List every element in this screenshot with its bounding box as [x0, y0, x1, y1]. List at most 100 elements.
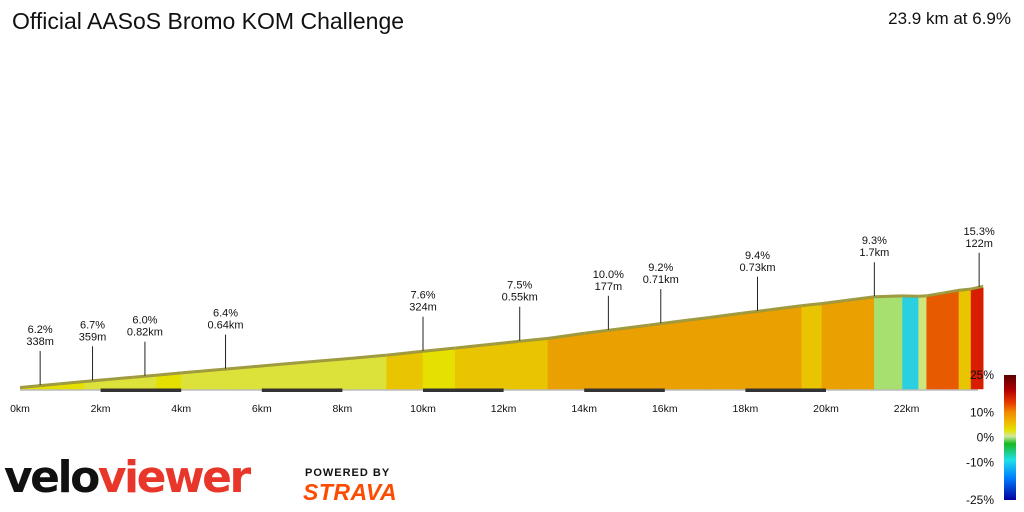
- profile-segment-edge: [157, 371, 182, 377]
- x-axis-ticks: 0km 2km 4km 6km 8km 10km 12km 14km 16km 18km 20km 2…: [10, 388, 920, 415]
- profile-segment: [676, 318, 710, 390]
- profile-segment: [454, 345, 488, 390]
- x-axis-band: [584, 388, 665, 392]
- profile-segment-edge: [676, 316, 710, 323]
- annotation-gradient: 6.4%: [213, 308, 238, 320]
- profile-segment: [942, 291, 960, 390]
- profile-segment-edge: [801, 302, 822, 308]
- x-axis-band: [423, 388, 504, 392]
- x-axis-band: [261, 388, 343, 392]
- profile-annotations: 6.2%338m 6.7%359m 6.0%0.82km 6.4%0.64km 7.6%…: [26, 226, 995, 386]
- profile-segment-edge: [310, 356, 351, 364]
- annotation-gradient: 15.3%: [964, 226, 995, 238]
- profile-segment-edge: [455, 343, 488, 350]
- annotation-length: 0.82km: [127, 327, 163, 339]
- profile-segment: [156, 374, 182, 390]
- profile-segment-edge: [741, 308, 770, 315]
- profile-segment-edge: [281, 360, 311, 366]
- profile-segment-edge: [181, 366, 234, 375]
- profile-segment: [801, 304, 823, 390]
- profile-segment-edge: [846, 295, 875, 302]
- profile-segment: [583, 330, 617, 390]
- profile-segment: [821, 301, 847, 390]
- annotation-gradient: 7.6%: [410, 290, 435, 302]
- x-tick-label: 8km: [332, 403, 352, 415]
- x-tick-label: 16km: [652, 403, 678, 415]
- x-tick-label: 20km: [813, 403, 839, 415]
- profile-segment-edge: [648, 319, 677, 327]
- annotation-length: 338m: [26, 336, 54, 348]
- profile-segment: [422, 349, 456, 390]
- annotation-gradient: 7.5%: [507, 280, 532, 292]
- powered-by-label: POWERED BY: [305, 467, 391, 479]
- annotation-length: 0.71km: [643, 274, 679, 286]
- x-tick-label: 0km: [10, 403, 30, 415]
- annotation-gradient: 9.3%: [862, 235, 887, 247]
- x-tick-label: 10km: [410, 403, 436, 415]
- color-scale-label: 0%: [977, 431, 995, 445]
- profile-segment: [648, 322, 678, 390]
- profile-segment: [708, 314, 742, 390]
- profile-segment-edge: [40, 382, 61, 388]
- profile-segment-edge: [487, 339, 520, 347]
- profile-segment: [487, 342, 521, 390]
- profile-segment: [769, 306, 803, 390]
- profile-segment: [132, 376, 158, 390]
- profile-segment-edge: [132, 373, 158, 379]
- profile-segment: [616, 326, 649, 390]
- x-tick-label: 12km: [491, 403, 517, 415]
- annotation-length: 1.7km: [859, 247, 889, 259]
- profile-segment: [902, 297, 919, 390]
- profile-segment-edge: [709, 311, 742, 320]
- profile-segment-edge: [84, 377, 109, 383]
- annotation-length: 177m: [595, 281, 623, 293]
- profile-segment-edge: [926, 291, 943, 298]
- x-axis-band: [745, 388, 826, 392]
- profile-segment: [309, 359, 351, 390]
- gradient-color-scale: [1004, 375, 1016, 500]
- x-tick-label: 6km: [252, 403, 272, 415]
- annotation-length: 324m: [409, 302, 437, 314]
- profile-segment: [281, 362, 311, 390]
- color-scale-bar: [1004, 375, 1016, 500]
- profile-segment-edge: [874, 294, 903, 299]
- color-scale-labels: 25% 10% 0% -10% -25%: [966, 368, 994, 507]
- x-tick-label: 4km: [171, 403, 191, 415]
- profile-segment: [547, 334, 585, 390]
- profile-segment: [845, 297, 875, 390]
- annotation-gradient: 10.0%: [593, 269, 624, 281]
- x-tick-label: 14km: [571, 403, 597, 415]
- profile-segment-edge: [547, 331, 585, 340]
- profile-segment: [741, 310, 770, 390]
- color-scale-label: -25%: [966, 493, 994, 507]
- profile-segment: [519, 339, 549, 390]
- annotation-length: 359m: [79, 331, 107, 343]
- profile-segment-edge: [423, 346, 456, 353]
- profile-segment-edge: [233, 362, 282, 370]
- annotation-length: 0.73km: [739, 262, 775, 274]
- profile-segment-edge: [108, 375, 133, 381]
- profile-segment: [350, 356, 388, 390]
- x-tick-label: 22km: [894, 403, 920, 415]
- profile-segment-edge: [971, 284, 984, 291]
- annotation-gradient: 6.7%: [80, 319, 105, 331]
- segment-summary: 23.9 km at 6.9%: [888, 9, 1011, 28]
- x-tick-label: 2km: [91, 403, 111, 415]
- page-title: Official AASoS Bromo KOM Challenge: [12, 8, 405, 34]
- annotation-length: 0.64km: [207, 320, 243, 332]
- profile-segment-edge: [519, 336, 548, 343]
- profile-segment-edge: [350, 353, 387, 360]
- profile-segment: [386, 352, 424, 390]
- profile-segment-edge: [942, 288, 959, 295]
- color-scale-label: 10%: [970, 406, 994, 420]
- profile-segment-edge: [769, 304, 802, 312]
- veloviewer-logo: veloviewer: [4, 452, 251, 503]
- profile-segment-edge: [902, 294, 919, 298]
- profile-segment-edge: [616, 323, 649, 331]
- profile-segment-edge: [918, 294, 927, 298]
- annotation-gradient: 9.4%: [745, 250, 770, 262]
- annotation-gradient: 6.0%: [132, 315, 157, 327]
- annotation-gradient: 6.2%: [28, 324, 53, 336]
- annotation-length: 0.55km: [502, 292, 538, 304]
